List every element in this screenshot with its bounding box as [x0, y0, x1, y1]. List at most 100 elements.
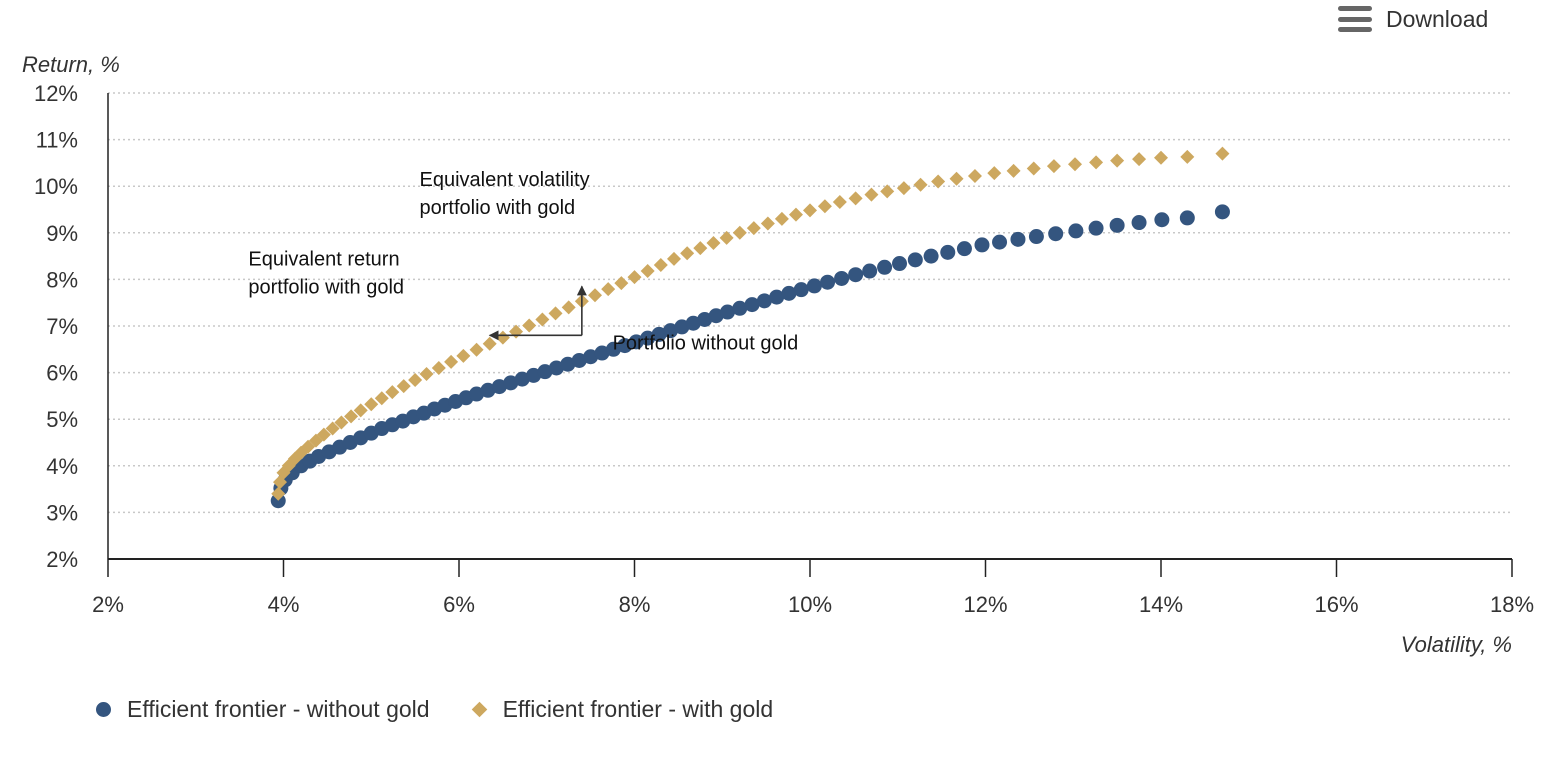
data-point-without-gold [862, 263, 878, 279]
data-point-without-gold [503, 375, 519, 391]
data-point-without-gold [571, 352, 587, 368]
data-point-with-gold [469, 342, 484, 357]
data-point-with-gold [913, 177, 928, 192]
hamburger-menu-icon [1338, 6, 1372, 32]
annotation-line: portfolio with gold [248, 276, 404, 298]
data-point-with-gold [419, 366, 434, 381]
y-tick-label: 4% [46, 454, 78, 479]
data-point-without-gold [674, 319, 690, 335]
data-point-without-gold [848, 267, 864, 283]
data-point-with-gold [325, 421, 340, 436]
y-tick-label: 6% [46, 361, 78, 386]
data-point-with-gold [880, 184, 895, 199]
data-point-without-gold [548, 360, 564, 376]
data-point-with-gold [353, 403, 368, 418]
data-point-without-gold [651, 326, 667, 342]
data-point-without-gold [793, 282, 809, 298]
annotation-equivalent-volatility: Equivalent volatility portfolio with gold [420, 169, 590, 219]
data-point-without-gold [594, 345, 610, 361]
data-point-with-gold [614, 276, 629, 291]
data-point-without-gold [1179, 210, 1195, 226]
data-point-with-gold [760, 216, 775, 231]
data-point-with-gold [456, 348, 471, 363]
data-point-with-gold [601, 282, 616, 297]
y-axis-title: Return, % [22, 52, 120, 77]
data-point-without-gold [834, 270, 850, 286]
data-point-without-gold [820, 274, 836, 290]
data-point-without-gold [1214, 204, 1230, 220]
data-point-without-gold [491, 379, 507, 395]
data-point-without-gold [1154, 212, 1170, 228]
y-tick-label: 11% [36, 128, 78, 153]
data-point-with-gold [271, 486, 286, 501]
y-tick-label: 8% [46, 267, 78, 292]
data-point-without-gold [617, 338, 633, 354]
data-point-with-gold [803, 203, 817, 218]
data-point-with-gold [653, 257, 668, 272]
data-point-with-gold [848, 191, 863, 206]
data-point-with-gold [1006, 163, 1021, 178]
data-point-with-gold [864, 187, 879, 202]
data-point-with-gold [640, 264, 655, 279]
data-point-without-gold [923, 248, 939, 264]
data-point-without-gold [769, 289, 785, 305]
x-tick-label: 18% [1490, 592, 1534, 617]
data-point-without-gold [877, 259, 893, 275]
data-point-with-gold [1068, 157, 1083, 172]
data-point-with-gold [548, 306, 563, 321]
data-point-without-gold [732, 300, 748, 316]
data-point-without-gold [1131, 215, 1147, 231]
data-point-with-gold [732, 225, 747, 240]
x-tick-label: 12% [963, 592, 1007, 617]
data-point-with-gold [1180, 149, 1195, 164]
data-point-without-gold [583, 349, 599, 365]
data-point-with-gold [1089, 155, 1104, 170]
data-point-without-gold [992, 234, 1008, 250]
x-tick-label: 14% [1139, 592, 1183, 617]
data-point-without-gold [537, 364, 553, 380]
data-point-with-gold [1132, 152, 1147, 167]
data-point-without-gold [940, 244, 956, 260]
data-point-with-gold [774, 211, 789, 226]
x-tick-label: 6% [443, 592, 475, 617]
data-point-with-gold [627, 270, 642, 285]
legend-label-without-gold: Efficient frontier - without gold [127, 696, 430, 722]
legend-item-with-gold[interactable]: Efficient frontier - with gold [464, 696, 773, 723]
data-point-with-gold [316, 427, 331, 442]
y-tick-label: 10% [34, 174, 78, 199]
data-point-with-gold [949, 171, 964, 186]
y-tick-label: 12% [34, 81, 78, 106]
data-point-without-gold [744, 297, 760, 313]
data-point-with-gold [509, 324, 524, 339]
x-tick-label: 16% [1314, 592, 1358, 617]
circle-marker-icon [96, 702, 111, 717]
data-point-without-gold [974, 237, 990, 253]
data-point-with-gold [535, 312, 550, 327]
download-button[interactable]: Download [1338, 2, 1488, 36]
data-point-without-gold [605, 341, 621, 357]
data-point-with-gold [561, 300, 576, 315]
y-tick-label: 3% [46, 500, 78, 525]
data-point-with-gold [832, 195, 847, 210]
data-point-with-gold [693, 241, 708, 256]
data-point-with-gold [482, 336, 497, 351]
x-axis-title: Volatility, % [1401, 632, 1512, 657]
data-point-without-gold [956, 241, 972, 257]
data-point-without-gold [708, 308, 724, 324]
data-point-with-gold [408, 373, 423, 388]
data-point-with-gold [334, 415, 349, 430]
diamond-marker-icon [471, 701, 487, 718]
data-point-with-gold [719, 230, 734, 245]
data-point-with-gold [444, 354, 459, 369]
data-point-without-gold [1010, 231, 1026, 247]
legend-item-without-gold[interactable]: Efficient frontier - without gold [88, 696, 430, 723]
y-tick-label: 9% [46, 221, 78, 246]
data-point-without-gold [685, 315, 701, 331]
data-point-with-gold [1046, 159, 1061, 174]
x-tick-label: 2% [92, 592, 124, 617]
data-point-without-gold [720, 304, 736, 320]
data-point-with-gold [706, 236, 721, 251]
data-point-without-gold [662, 323, 678, 339]
data-point-without-gold [560, 356, 576, 372]
data-point-without-gold [1068, 223, 1084, 239]
